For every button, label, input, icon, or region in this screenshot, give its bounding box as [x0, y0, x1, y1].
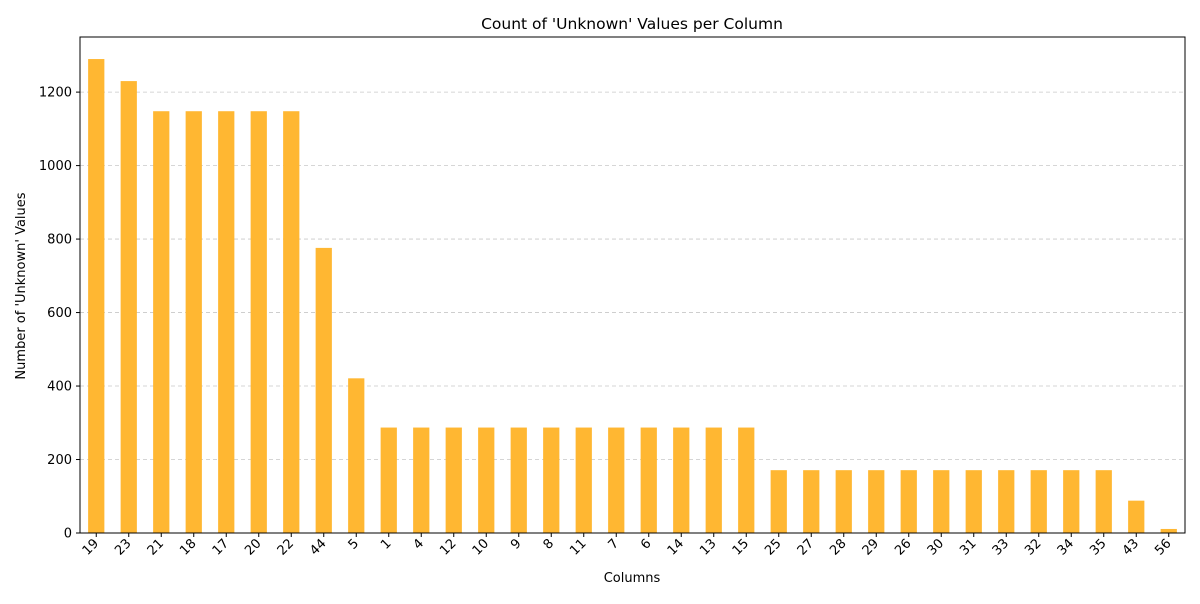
bar — [868, 470, 885, 533]
bar — [413, 427, 430, 533]
x-tick-label: 31 — [957, 536, 979, 558]
y-tick-label: 200 — [47, 453, 72, 468]
x-tick-label: 25 — [762, 536, 784, 558]
y-tick-label: 600 — [47, 306, 72, 321]
x-axis-label: Columns — [604, 571, 661, 586]
bar — [120, 81, 137, 533]
y-tick-label: 0 — [64, 527, 72, 542]
bar — [705, 427, 722, 533]
x-tick-label: 18 — [177, 536, 199, 558]
bar — [1095, 470, 1112, 533]
bar — [1128, 500, 1145, 533]
x-tick-label: 44 — [307, 536, 329, 558]
x-tick-label: 34 — [1055, 536, 1077, 558]
x-tick-label: 8 — [541, 536, 557, 552]
bar — [88, 59, 105, 534]
x-tick-label: 32 — [1022, 536, 1044, 558]
y-tick-label: 1200 — [39, 86, 72, 101]
bar — [933, 470, 950, 533]
x-tick-label: 6 — [638, 536, 654, 552]
bar — [380, 427, 397, 533]
x-tick-label: 23 — [112, 536, 134, 558]
bar — [673, 427, 690, 533]
bars — [88, 59, 1177, 534]
bar — [770, 470, 787, 533]
bar — [250, 111, 267, 533]
bar — [1030, 470, 1047, 533]
bar — [900, 470, 917, 533]
bar — [1160, 528, 1177, 533]
bar — [575, 427, 592, 533]
x-tick-label: 56 — [1152, 536, 1174, 558]
bar — [283, 111, 300, 533]
bar — [965, 470, 982, 533]
x-tick-label: 10 — [470, 536, 492, 558]
y-ticks: 0 200 400 600 800 1000 1200 — [39, 86, 80, 542]
x-tick-label: 9 — [508, 536, 524, 552]
plot-border — [79, 36, 1186, 534]
y-axis-label: Number of 'Unknown' Values — [14, 192, 29, 379]
x-tick-label: 30 — [925, 536, 947, 558]
x-tick-label: 5 — [346, 536, 362, 552]
bar — [803, 470, 820, 533]
bar — [348, 378, 365, 533]
x-tick-label: 43 — [1120, 536, 1142, 558]
chart-title: Count of 'Unknown' Values per Column — [481, 15, 783, 33]
bar — [640, 427, 657, 533]
x-tick-label: 27 — [795, 536, 817, 558]
x-tick-label: 29 — [860, 536, 882, 558]
x-tick-label: 20 — [242, 536, 264, 558]
bar — [478, 427, 495, 533]
bar — [835, 470, 852, 533]
bar — [315, 247, 332, 533]
bar — [185, 111, 202, 533]
x-tick-label: 1 — [378, 536, 394, 552]
x-tick-label: 22 — [275, 536, 297, 558]
plot-frame — [79, 36, 1186, 534]
bar — [543, 427, 560, 533]
x-tick-label: 13 — [697, 536, 719, 558]
bar — [153, 111, 170, 533]
bar — [608, 427, 625, 533]
y-tick-label: 400 — [47, 380, 72, 395]
y-tick-label: 800 — [47, 233, 72, 248]
grid-lines — [80, 91, 1185, 534]
x-tick-label: 7 — [606, 536, 622, 552]
bar — [738, 427, 755, 533]
x-ticks: 19 23 21 18 17 20 22 44 5 1 4 12 10 9 8 11 7 6 14 13 15 25 27 2… — [80, 533, 1175, 559]
bar — [510, 427, 527, 533]
x-tick-label: 19 — [80, 536, 102, 558]
bar — [1063, 470, 1080, 533]
x-tick-label: 28 — [827, 536, 849, 558]
x-tick-label: 12 — [437, 536, 459, 558]
x-tick-label: 26 — [892, 536, 914, 558]
x-tick-label: 17 — [210, 536, 232, 558]
bar — [998, 470, 1015, 533]
y-tick-label: 1000 — [39, 159, 72, 174]
bar — [445, 427, 462, 533]
x-tick-label: 21 — [145, 536, 167, 558]
x-tick-label: 14 — [665, 536, 687, 558]
x-tick-label: 4 — [411, 536, 427, 552]
bar — [218, 111, 235, 533]
x-tick-label: 11 — [567, 536, 589, 558]
x-tick-label: 15 — [730, 536, 752, 558]
x-tick-label: 35 — [1087, 536, 1109, 558]
x-tick-label: 33 — [990, 536, 1012, 558]
